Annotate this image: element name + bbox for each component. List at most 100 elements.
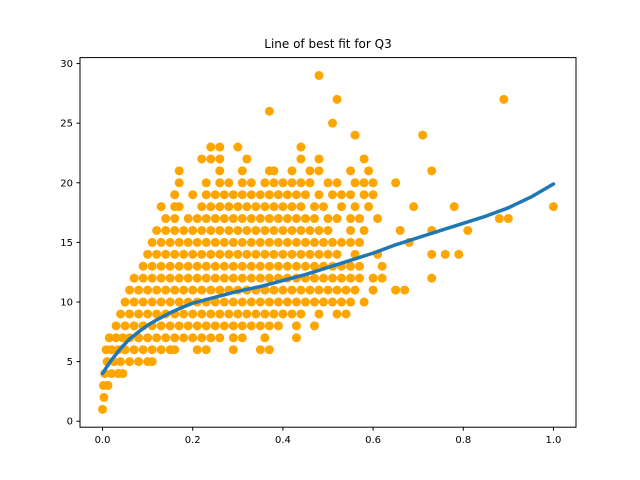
scatter-point (400, 285, 410, 295)
scatter-point (328, 297, 338, 307)
scatter-point (215, 309, 225, 319)
scatter-series (98, 70, 558, 414)
scatter-point (251, 249, 261, 259)
scatter-point (269, 166, 279, 176)
scatter-point (129, 345, 139, 355)
scatter-point (215, 166, 225, 176)
scatter-point (237, 273, 247, 283)
scatter-point (287, 249, 297, 259)
scatter-point (323, 225, 333, 235)
scatter-point (192, 321, 202, 331)
scatter-point (143, 249, 153, 259)
scatter-point (210, 214, 220, 224)
scatter-point (174, 321, 184, 331)
scatter-point (499, 94, 509, 104)
scatter-point (111, 333, 121, 343)
scatter-point (147, 261, 157, 271)
scatter-point (237, 237, 247, 247)
scatter-point (118, 333, 128, 343)
scatter-point (273, 190, 283, 200)
scatter-point (228, 333, 238, 343)
scatter-point (350, 130, 360, 140)
chart-title: Line of best fit for Q3 (264, 37, 391, 51)
scatter-point (120, 297, 130, 307)
scatter-point (99, 392, 109, 402)
scatter-point (197, 309, 207, 319)
scatter-point (260, 309, 270, 319)
x-tick-label: 0.6 (365, 435, 381, 446)
scatter-point (373, 214, 383, 224)
scatter-point (291, 190, 301, 200)
scatter-point (291, 261, 301, 271)
scatter-point (197, 285, 207, 295)
scatter-point (346, 237, 356, 247)
scatter-point (269, 178, 279, 188)
scatter-point (260, 202, 270, 212)
scatter-point (188, 285, 198, 295)
scatter-point (201, 214, 211, 224)
scatter-point (147, 237, 157, 247)
scatter-point (156, 261, 166, 271)
scatter-point (242, 202, 252, 212)
scatter-point (170, 190, 180, 200)
scatter-point (314, 225, 324, 235)
scatter-point (300, 237, 310, 247)
scatter-point (296, 142, 306, 152)
scatter-point (228, 237, 238, 247)
scatter-point (328, 273, 338, 283)
scatter-point (264, 273, 274, 283)
scatter-point (255, 190, 265, 200)
scatter-point (125, 285, 135, 295)
scatter-point (228, 345, 238, 355)
scatter-point (346, 273, 356, 283)
scatter-point (174, 261, 184, 271)
scatter-point (215, 225, 225, 235)
scatter-point (183, 261, 193, 271)
scatter-point (165, 261, 175, 271)
scatter-point (332, 214, 342, 224)
scatter-point (188, 309, 198, 319)
scatter-point (355, 237, 365, 247)
scatter-point (314, 285, 324, 295)
scatter-point (179, 285, 189, 295)
scatter-point (255, 345, 265, 355)
scatter-point (242, 309, 252, 319)
scatter-point (291, 297, 301, 307)
scatter-point (309, 261, 319, 271)
scatter-point (318, 273, 328, 283)
scatter-point (260, 285, 270, 295)
scatter-point (332, 249, 342, 259)
scatter-point (309, 237, 319, 247)
scatter-point (125, 309, 135, 319)
scatter-point (192, 261, 202, 271)
scatter-point (107, 345, 117, 355)
scatter-point (332, 94, 342, 104)
scatter-point (246, 237, 256, 247)
scatter-point (201, 261, 211, 271)
scatter-point (391, 285, 401, 295)
scatter-point (314, 309, 324, 319)
scatter-point (219, 261, 229, 271)
scatter-point (210, 273, 220, 283)
scatter-point (359, 225, 369, 235)
scatter-point (355, 273, 365, 283)
scatter-point (328, 190, 338, 200)
scatter-point (255, 297, 265, 307)
scatter-point (237, 214, 247, 224)
scatter-point (98, 404, 108, 414)
x-axis: 0.0 0.2 0.4 0.6 0.8 1.0 (95, 427, 561, 446)
scatter-point (305, 285, 315, 295)
scatter-point (215, 249, 225, 259)
scatter-point (138, 297, 148, 307)
scatter-point (269, 249, 279, 259)
scatter-point (224, 202, 234, 212)
x-tick-label: 0.4 (275, 435, 291, 446)
scatter-point (201, 178, 211, 188)
scatter-point (337, 190, 347, 200)
scatter-point (246, 321, 256, 331)
scatter-point (309, 273, 319, 283)
scatter-point (449, 202, 459, 212)
y-tick-label: 30 (60, 59, 73, 70)
scatter-point (359, 190, 369, 200)
